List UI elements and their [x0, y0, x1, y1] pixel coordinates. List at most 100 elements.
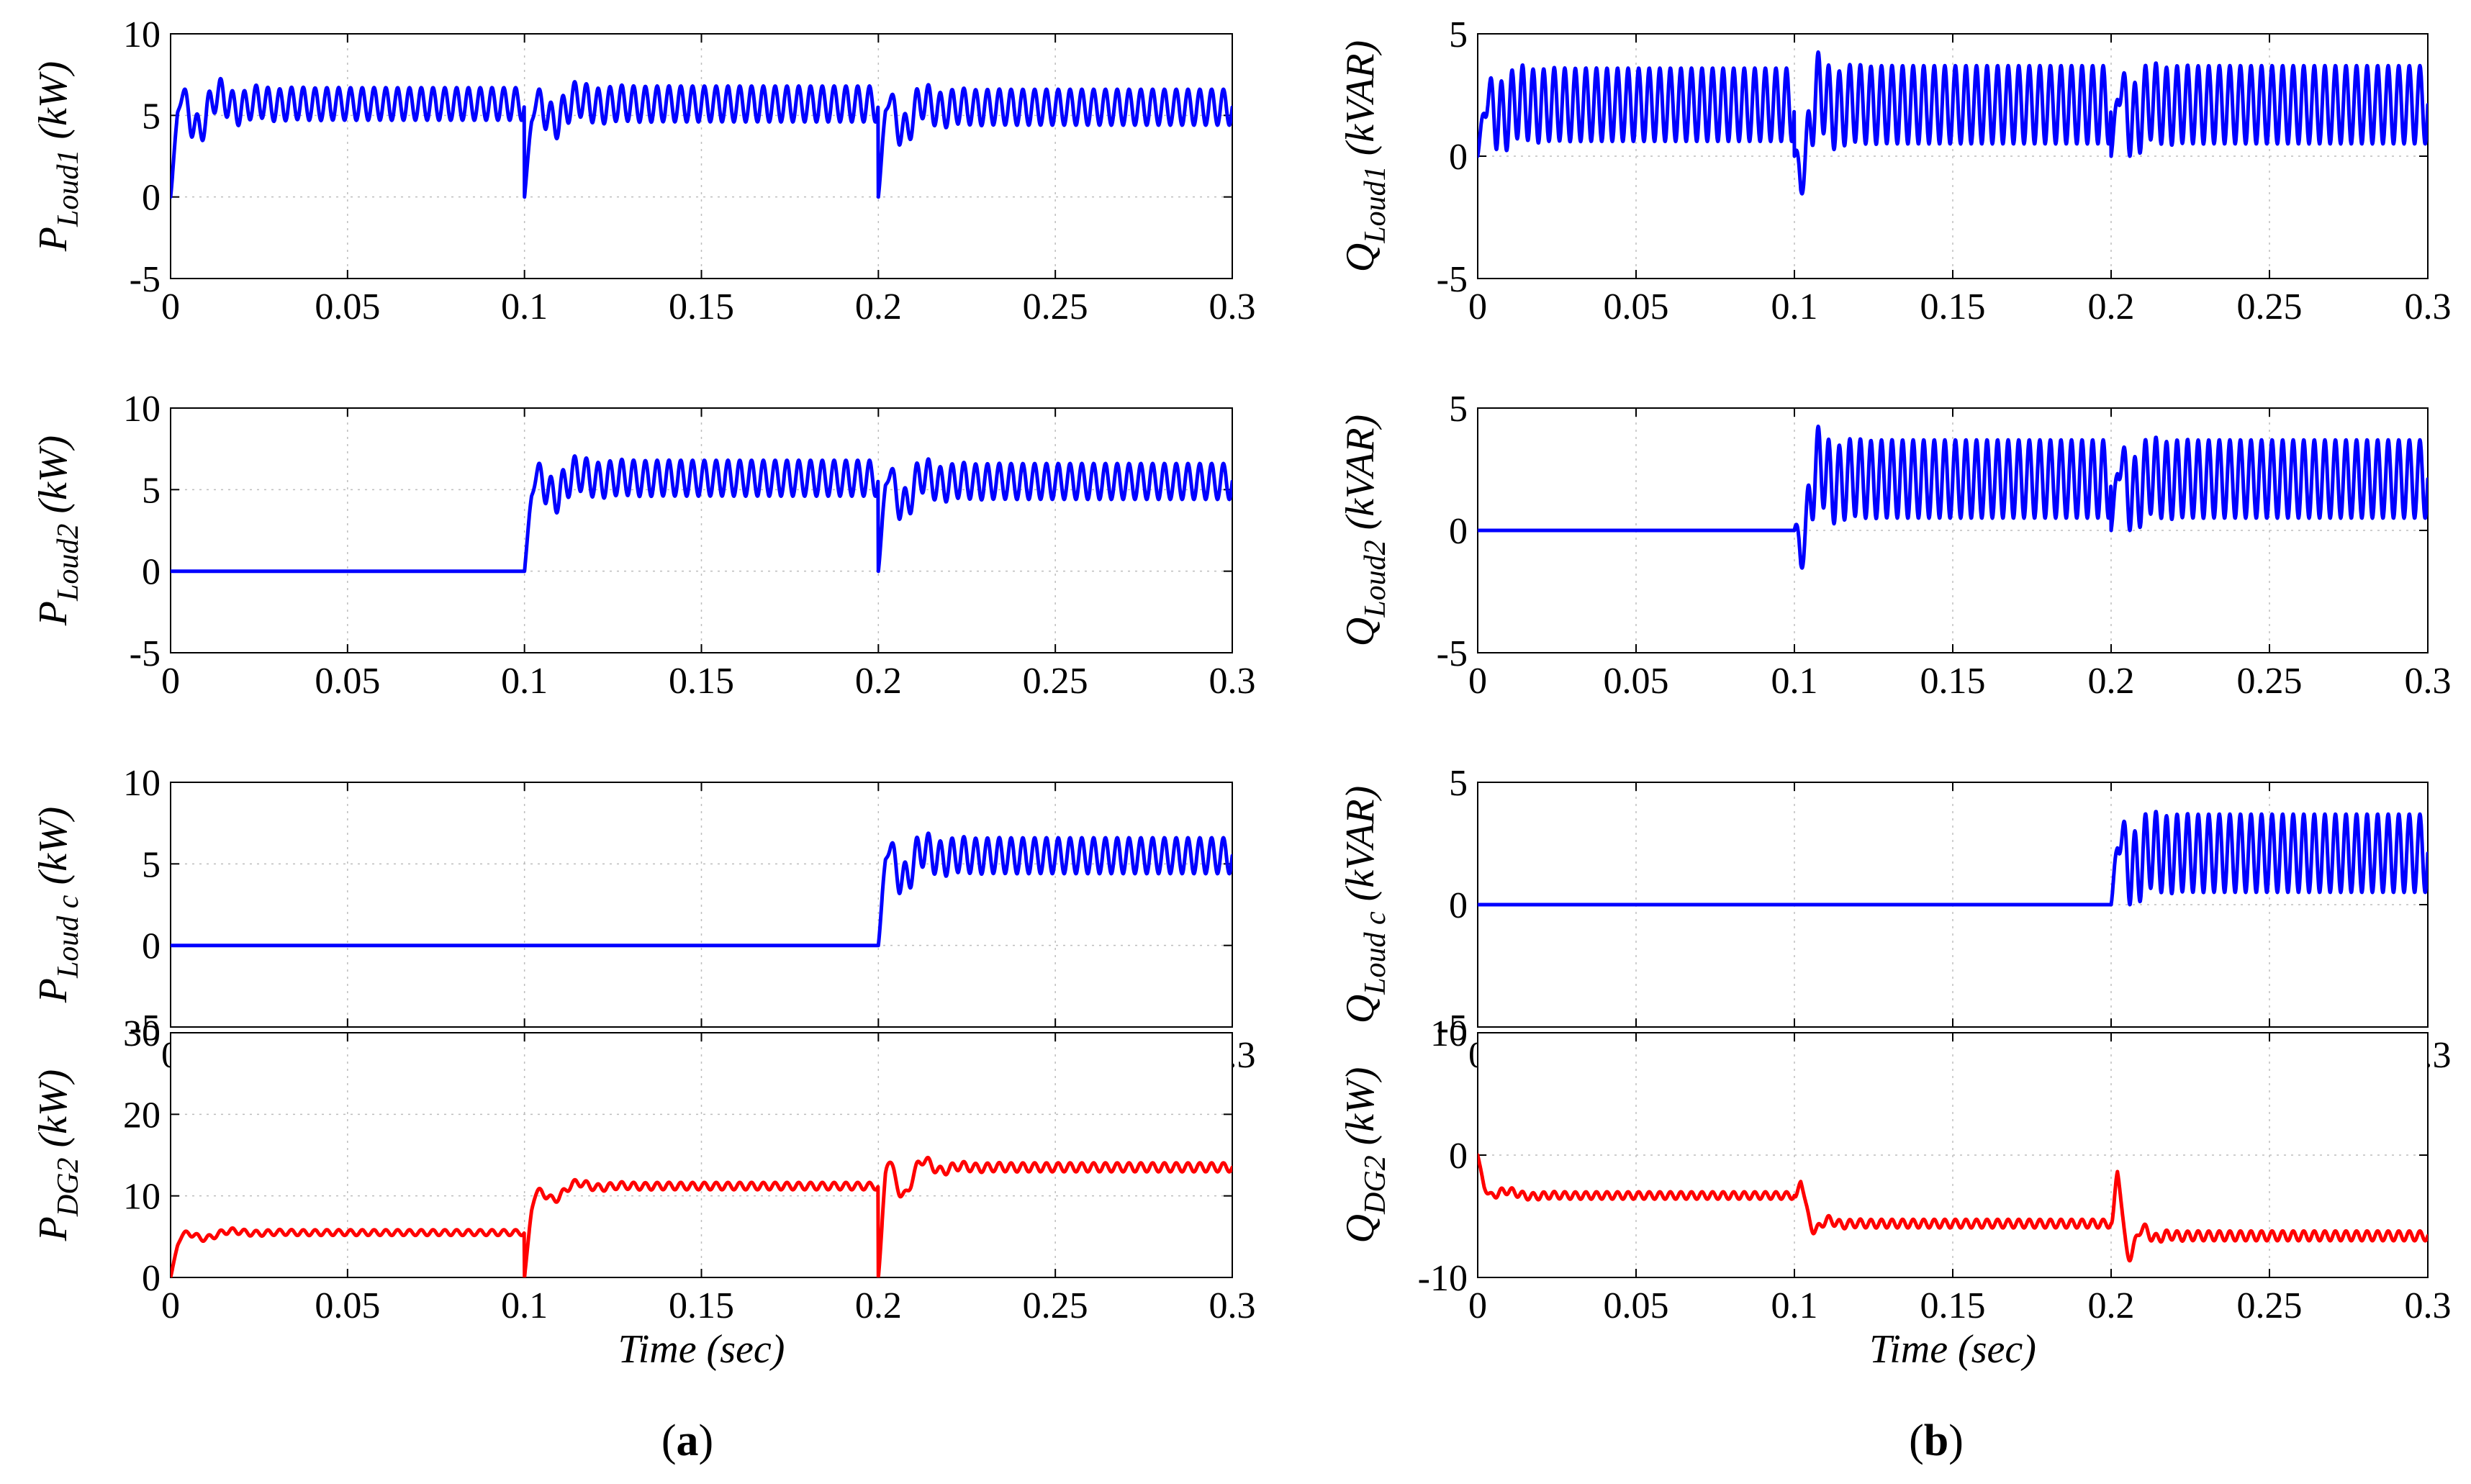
y-axis-label-main: Q	[1338, 1214, 1383, 1243]
y-axis-label-main: P	[31, 227, 76, 252]
y-tick-label: -5	[130, 633, 161, 674]
x-tick-label: 0	[161, 286, 180, 327]
series-line-P_Loudc	[171, 831, 1232, 948]
x-tick-label: 0.25	[2237, 286, 2303, 327]
y-axis-label-main: P	[31, 1216, 76, 1241]
y-tick-label: -5	[130, 1008, 161, 1049]
y-axis-label-main: P	[31, 978, 76, 1003]
panel-label-letter: b	[1924, 1416, 1948, 1465]
panel-label-open: (	[661, 1416, 677, 1465]
x-tick-label: 0.3	[2405, 661, 2452, 702]
x-tick-label: 0.2	[855, 661, 902, 702]
x-tick-label: 0.3	[2405, 1285, 2452, 1326]
subplot-pdg2: 0 0.05 0.1 0.15 0.2 0.25 0.3 0 10 20 30 PDG2 (kW) Ti…	[31, 1013, 1256, 1372]
y-tick-label: 0	[1449, 137, 1468, 178]
x-tick-label: 0.1	[501, 661, 548, 702]
panel-label-open: (	[1909, 1416, 1924, 1465]
y-axis-label-unit: (kW)	[31, 1069, 76, 1158]
y-tick-label: -10	[1418, 1258, 1468, 1299]
x-tick-label: 0.25	[1023, 286, 1088, 327]
series-line-P_Loud1	[171, 76, 1232, 199]
y-axis-label-sub: Loud c	[1359, 911, 1392, 995]
x-tick-label: 0.15	[669, 661, 734, 702]
y-tick-label: 10	[123, 763, 161, 804]
y-tick-label: 0	[142, 552, 161, 593]
series-line-Q_Loud1	[1478, 50, 2428, 196]
y-axis-label-unit: (kVAR)	[1338, 415, 1383, 540]
panel-label-letter: a	[677, 1416, 699, 1465]
x-tick-label: 0.15	[1920, 286, 1986, 327]
y-axis-label-unit: (kVAR)	[1338, 786, 1383, 912]
y-tick-label: 0	[142, 1258, 161, 1299]
x-tick-label: 0.15	[1920, 1285, 1986, 1326]
y-axis-label: PDG2 (kW)	[31, 1069, 85, 1242]
y-tick-label: 5	[142, 844, 161, 885]
y-axis-label-unit: (kW)	[31, 61, 76, 150]
y-axis-label-sub: Loud c	[52, 895, 85, 979]
series-line-Q_Loud2	[1478, 424, 2428, 570]
y-axis-label-unit: (kW)	[31, 807, 76, 895]
x-tick-label: 0.05	[1604, 286, 1669, 327]
y-axis-label-sub: DG2	[1359, 1155, 1392, 1215]
x-tick-label: 0.2	[855, 286, 902, 327]
x-axis-label: Time (sec)	[1869, 1327, 2036, 1372]
y-tick-label: 5	[1449, 763, 1468, 804]
x-tick-label: 0.15	[669, 286, 734, 327]
x-tick-label: 0.2	[2088, 286, 2135, 327]
series-line-P_DG2	[171, 1155, 1232, 1277]
x-tick-label: 0.25	[2237, 1285, 2303, 1326]
y-axis-label-main: P	[31, 601, 76, 626]
series-line-Q_Loudc	[1478, 810, 2428, 907]
y-axis-label-main: Q	[1338, 243, 1383, 272]
y-tick-label: 5	[142, 470, 161, 511]
x-tick-label: 0.15	[669, 1285, 734, 1326]
x-tick-label: 0.05	[315, 1285, 380, 1326]
y-tick-label: 5	[1449, 14, 1468, 55]
x-tick-label: 0.3	[1209, 286, 1256, 327]
x-tick-label: 0.2	[2088, 1285, 2135, 1326]
y-tick-label: -5	[130, 259, 161, 300]
x-tick-label: 0.2	[2088, 661, 2135, 702]
y-tick-label: 0	[142, 926, 161, 967]
x-tick-label: 0.2	[855, 1285, 902, 1326]
series-line-Q_DG2	[1478, 1153, 2428, 1263]
y-tick-label: -5	[1437, 259, 1468, 300]
x-tick-label: 0.05	[1604, 1285, 1669, 1326]
y-tick-label: 5	[1449, 389, 1468, 430]
y-axis-label: PLoud c (kW)	[31, 807, 85, 1004]
y-axis-label-unit: (kW)	[1338, 1067, 1383, 1156]
x-axis-label: Time (sec)	[618, 1327, 785, 1372]
y-tick-label: -5	[1437, 633, 1468, 674]
y-tick-label: 0	[1449, 511, 1468, 552]
y-tick-label: 10	[123, 14, 161, 55]
y-axis-label-sub: Loud1	[52, 150, 85, 227]
y-axis-label: QLoud2 (kVAR)	[1338, 415, 1392, 646]
x-tick-label: 0.1	[501, 1285, 548, 1326]
y-axis-label-sub: DG2	[52, 1157, 85, 1217]
y-axis-label-sub: Loud2	[1359, 540, 1392, 617]
panel-label-a: (a)	[661, 1416, 713, 1465]
x-tick-label: 0.1	[1771, 286, 1818, 327]
x-tick-label: 0	[161, 1285, 180, 1326]
panel-label-close: )	[699, 1416, 714, 1465]
x-tick-label: 0.05	[315, 661, 380, 702]
x-tick-label: 0.25	[2237, 661, 2303, 702]
y-axis-label-main: Q	[1338, 995, 1383, 1023]
series-line-P_Loud2	[171, 454, 1232, 574]
panel-label-b: (b)	[1909, 1416, 1964, 1465]
y-tick-label: 10	[123, 389, 161, 430]
x-tick-label: 0	[1468, 661, 1487, 702]
x-tick-label: 0.3	[1209, 1285, 1256, 1326]
y-axis-label-unit: (kVAR)	[1338, 40, 1383, 166]
y-tick-label: 10	[123, 1177, 161, 1218]
y-axis-label-sub: Loud1	[1359, 166, 1392, 243]
y-tick-label: 10	[1430, 1013, 1468, 1054]
y-tick-label: 5	[142, 96, 161, 137]
